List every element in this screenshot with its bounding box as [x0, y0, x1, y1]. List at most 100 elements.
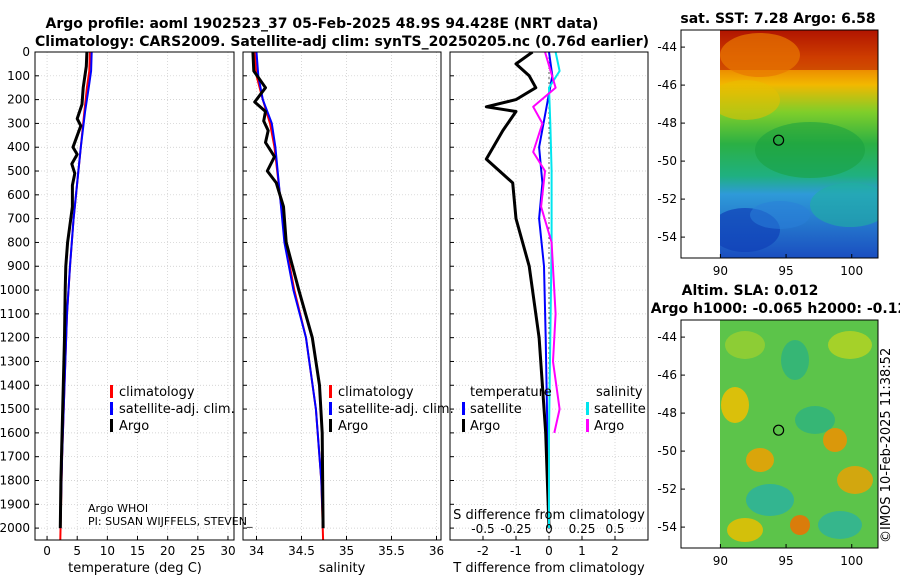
s-difference-tick-label-4: 0.5: [605, 522, 624, 536]
m1x-label-1: 95: [778, 264, 793, 278]
depth-tick-label-5: 500: [7, 164, 30, 178]
legend-argo-t-label: Argo: [470, 419, 500, 434]
legend-sat-label-b: satellite-adj. clim.: [338, 402, 454, 417]
salinity-xtick-label-3: 35.5: [378, 544, 405, 558]
depth-tick-label-1: 100: [7, 69, 30, 83]
sst-teal-patch: [810, 183, 878, 227]
legend-salinity-heading: salinity: [596, 385, 643, 400]
sla-blob-2: [781, 340, 809, 380]
depth-tick-label-7: 700: [7, 212, 30, 226]
m2y-label-0: -44: [657, 330, 677, 344]
depth-tick-label-3: 300: [7, 116, 30, 130]
temperature-axes-box: [34, 51, 235, 541]
sla-y-tick-labels: -44 -46 -48 -50 -52 -54: [657, 330, 685, 534]
difference-xtick-label-0: -2: [477, 544, 489, 558]
m2y-label-2: -48: [657, 406, 677, 420]
legend-clim-marker: [110, 385, 113, 398]
sst-float-marker: [772, 134, 785, 146]
sla-float-marker: [772, 424, 785, 436]
sst-x-tick-labels: 90 95 100: [713, 254, 863, 278]
s-difference-tick-label-0: -0.5: [471, 522, 494, 536]
depth-tick-label-0: 0: [22, 45, 30, 59]
sla-title-1: Altim. SLA: 0.012: [682, 283, 819, 299]
salinity-series-2: [251, 52, 325, 529]
sla-field: [720, 320, 878, 548]
salinity-xtick-label-1: 34.5: [288, 544, 315, 558]
legend-temperature-heading: temperature: [470, 385, 552, 400]
legend-sat-s-marker: [586, 402, 589, 415]
depth-tick-label-13: 1300: [0, 354, 30, 368]
depth-tick-label-12: 1200: [0, 331, 30, 345]
depth-tick-label-20: 2000: [0, 521, 30, 535]
depth-tick-label-4: 400: [7, 140, 30, 154]
sst-blue-patch-2: [750, 201, 810, 229]
legend-argo-s-marker: [586, 419, 589, 432]
legend-argo-marker-b: [329, 419, 332, 432]
depth-tick-label-17: 1700: [0, 450, 30, 464]
argo-info-line-2: PI: SUSAN WIJFFELS, STEVEN_: [88, 515, 253, 528]
temperature-xtick-label-4: 20: [160, 544, 175, 558]
sla-blob-7: [746, 448, 774, 472]
sst-orange-patch: [720, 33, 800, 77]
m2y-label-4: -52: [657, 482, 677, 496]
temperature-x-tick-labels: 0 5 10 15 20 25 30: [43, 544, 235, 558]
sla-blob-12: [790, 515, 810, 535]
depth-tick-label-15: 1500: [0, 402, 30, 416]
legend-temperature: climatology satellite-adj. clim. Argo: [110, 385, 235, 434]
depth-tick-label-9: 900: [7, 259, 30, 273]
sst-axes-box: [680, 29, 879, 259]
sst-field: [720, 30, 878, 258]
legend-argo-label: Argo: [119, 419, 149, 434]
m2x-label-2: 100: [840, 554, 863, 568]
legend-argo-marker: [110, 419, 113, 432]
sla-blob-4: [721, 387, 749, 423]
difference-xtick-label-3: 1: [578, 544, 586, 558]
map-sla: Altim. SLA: 0.012 Argo h1000: -0.065 h20…: [651, 283, 900, 568]
panel-temperature: 0100200300400500600700800900100011001200…: [0, 45, 253, 576]
difference-xtick-label-4: 2: [611, 544, 619, 558]
depth-tick-label-14: 1400: [0, 378, 30, 392]
temperature-xtick-label-0: 0: [43, 544, 51, 558]
map-sst: sat. SST: 7.28 Argo: 6.58 -44 -46 -48 -50 -5…: [657, 11, 879, 278]
legend-argo-s-label: Argo: [594, 419, 624, 434]
legend-clim-label-b: climatology: [338, 385, 414, 400]
m1y-label-2: -48: [657, 116, 677, 130]
sla-axes-box: [680, 319, 879, 549]
temperature-x-label: temperature (deg C): [68, 561, 202, 576]
sla-blob-5: [795, 406, 835, 434]
depth-tick-label-11: 1100: [0, 307, 30, 321]
m1y-label-5: -54: [657, 230, 677, 244]
salinity-axes-box: [242, 51, 442, 541]
temperature-xtick-label-2: 10: [100, 544, 115, 558]
legend-sat-label: satellite-adj. clim.: [119, 402, 235, 417]
legend-sat-t-marker: [462, 402, 465, 415]
sst-yellow-patch: [720, 80, 780, 120]
s-difference-label: S difference from climatology: [453, 508, 645, 523]
temperature-xtick-label-6: 30: [220, 544, 235, 558]
m1y-label-4: -52: [657, 192, 677, 206]
difference-lines: [484, 52, 561, 529]
salinity-xtick-label-4: 36: [429, 544, 444, 558]
salinity-grid: [243, 51, 441, 540]
depth-tick-label-6: 600: [7, 188, 30, 202]
temperature-series-2: [58, 52, 89, 529]
salinity-x-label: salinity: [319, 561, 366, 576]
legend-clim-label: climatology: [119, 385, 195, 400]
depth-tick-label-8: 800: [7, 235, 30, 249]
argo-info-line-1: Argo WHOI: [88, 502, 148, 515]
depth-tick-label-16: 1600: [0, 426, 30, 440]
depth-tick-labels: 0 100 200 300 400 500 600 700 800 900 1000 1100 1200…: [0, 45, 30, 535]
m2y-label-1: -46: [657, 368, 677, 382]
m2x-label-0: 90: [713, 554, 728, 568]
temperature-xtick-label-3: 15: [130, 544, 145, 558]
panel-differences: -2 -1 0 1 2 -0.5 -0.25 0 0.25 0.5 S difference f…: [449, 51, 649, 576]
t-difference-x-label: T difference from climatology: [452, 561, 645, 576]
sla-blob-9: [837, 466, 873, 494]
salinity-xtick-label-2: 35: [339, 544, 354, 558]
sst-green-patch: [755, 122, 865, 178]
sla-blob-1: [725, 331, 765, 359]
sla-blob-11: [818, 511, 862, 539]
m2y-label-3: -50: [657, 444, 677, 458]
difference-xtick-label-2: 0: [545, 544, 553, 558]
